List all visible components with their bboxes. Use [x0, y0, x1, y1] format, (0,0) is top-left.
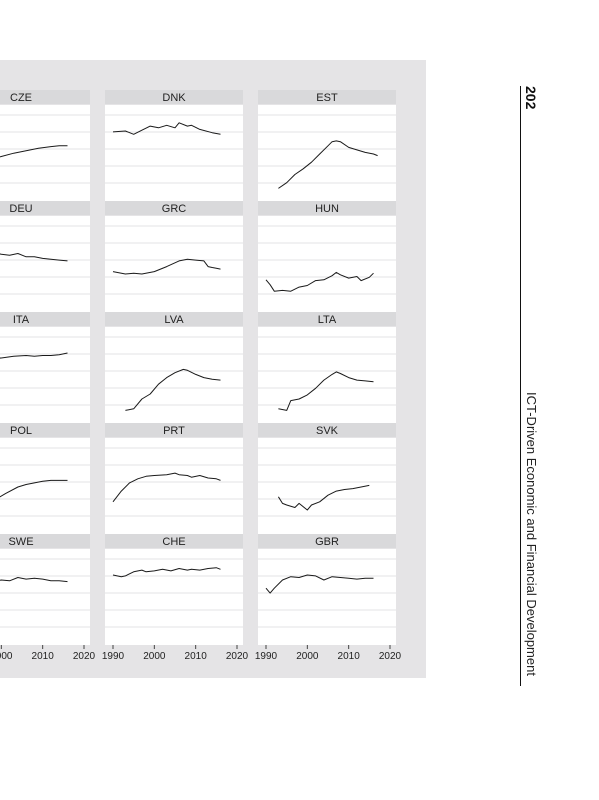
x-tick-label: 1990 — [102, 651, 125, 662]
panel-label: HUN — [315, 203, 339, 215]
panel-gbr: GBR 1990 2000 2010 2020 — [255, 534, 402, 662]
panel-label: CZE — [10, 92, 32, 104]
panel-strip — [0, 423, 90, 437]
panel-plot-area — [0, 549, 90, 645]
panel-prt: PRT — [105, 423, 243, 534]
panel-label: LVA — [164, 314, 184, 326]
panel-ita: ITA — [0, 312, 90, 423]
panel-hun: HUN — [258, 201, 396, 312]
panel-label: DEU — [9, 203, 32, 215]
panel-lta: LTA — [258, 312, 396, 423]
panel-label: SWE — [8, 536, 33, 548]
panel-label: DNK — [162, 92, 186, 104]
series-line — [278, 140, 378, 189]
panel-plot-area — [258, 438, 396, 534]
series-line — [0, 253, 68, 262]
panel-plot-area — [105, 438, 243, 534]
panel-plot-area — [105, 216, 243, 312]
panel-plot-area — [0, 438, 90, 534]
series-line — [265, 574, 374, 594]
series-line — [125, 368, 221, 411]
panel-est: EST — [258, 90, 396, 201]
series-line — [112, 122, 221, 135]
panel-label: GBR — [315, 536, 339, 548]
panel-strip — [258, 312, 396, 326]
panel-lva: LVA — [105, 312, 243, 423]
panel-plot-area — [105, 549, 243, 645]
panel-plot-area — [258, 327, 396, 423]
panel-strip — [105, 90, 243, 104]
series-line — [0, 352, 68, 359]
panel-plot-area — [258, 549, 396, 645]
series-line — [278, 371, 374, 411]
panel-strip — [0, 201, 90, 215]
panel-pol: POL — [0, 423, 90, 534]
panel-strip — [258, 423, 396, 437]
header-rule — [520, 86, 521, 686]
panel-plot-area — [105, 105, 243, 201]
small-multiples-chart: CZE DNK EST DEU GRC HUN ITA LVA LTA POL PRT SVK SWE 1… — [0, 90, 402, 662]
panel-strip — [105, 201, 243, 215]
panel-svk: SVK — [258, 423, 396, 534]
panel-strip — [0, 534, 90, 548]
series-line — [112, 472, 221, 503]
panel-label: CHE — [162, 536, 185, 548]
x-tick-label: 2020 — [226, 651, 249, 662]
series-line — [0, 145, 68, 158]
panel-strip — [0, 312, 90, 326]
x-tick-label: 2010 — [32, 651, 55, 662]
panel-label: PRT — [163, 425, 185, 437]
panel-plot-area — [0, 327, 90, 423]
panel-plot-area — [258, 105, 396, 201]
x-tick-label: 2000 — [296, 651, 319, 662]
panel-strip — [105, 423, 243, 437]
panel-label: POL — [10, 425, 32, 437]
x-tick-label: 2010 — [185, 651, 208, 662]
panel-strip — [105, 534, 243, 548]
panel-swe: SWE1990200020102020 — [0, 534, 96, 662]
panel-label: GRC — [162, 203, 187, 215]
x-tick-label: 2010 — [338, 651, 361, 662]
panel-strip — [258, 201, 396, 215]
panel-label: SVK — [316, 425, 339, 437]
series-line — [277, 484, 370, 511]
figure-panel: CZE DNK EST DEU GRC HUN ITA LVA LTA POL PRT SVK SWE 1… — [0, 60, 426, 678]
series-line — [112, 258, 221, 275]
book-title: ICT-Driven Economic and Financial Develo… — [524, 392, 539, 676]
panel-strip — [105, 312, 243, 326]
panel-grc: GRC — [105, 201, 243, 312]
panel-dnk: DNK — [105, 90, 243, 201]
panel-strip — [0, 90, 90, 104]
panel-cze: CZE — [0, 90, 90, 201]
series-line — [0, 479, 68, 498]
panel-plot-area — [105, 327, 243, 423]
x-tick-label: 2020 — [73, 651, 96, 662]
panel-strip — [258, 534, 396, 548]
panel-label: EST — [316, 92, 338, 104]
panel-che: CHE 1990 2000 2010 2020 — [102, 534, 249, 662]
x-tick-label: 1990 — [255, 651, 278, 662]
series-line — [0, 577, 68, 583]
panel-label: LTA — [318, 314, 337, 326]
panel-plot-area — [0, 216, 90, 312]
panel-label: ITA — [13, 314, 30, 326]
panel-deu: DEU — [0, 201, 90, 312]
page-number: 202 — [523, 86, 539, 110]
panel-plot-area — [258, 216, 396, 312]
series-line — [265, 271, 374, 292]
x-tick-label: 2020 — [379, 651, 402, 662]
x-tick-label: 2000 — [0, 651, 13, 662]
x-tick-label: 2000 — [143, 651, 166, 662]
running-head: 202 ICT-Driven Economic and Financial De… — [519, 86, 545, 686]
panel-strip — [258, 90, 396, 104]
series-line — [112, 567, 221, 578]
